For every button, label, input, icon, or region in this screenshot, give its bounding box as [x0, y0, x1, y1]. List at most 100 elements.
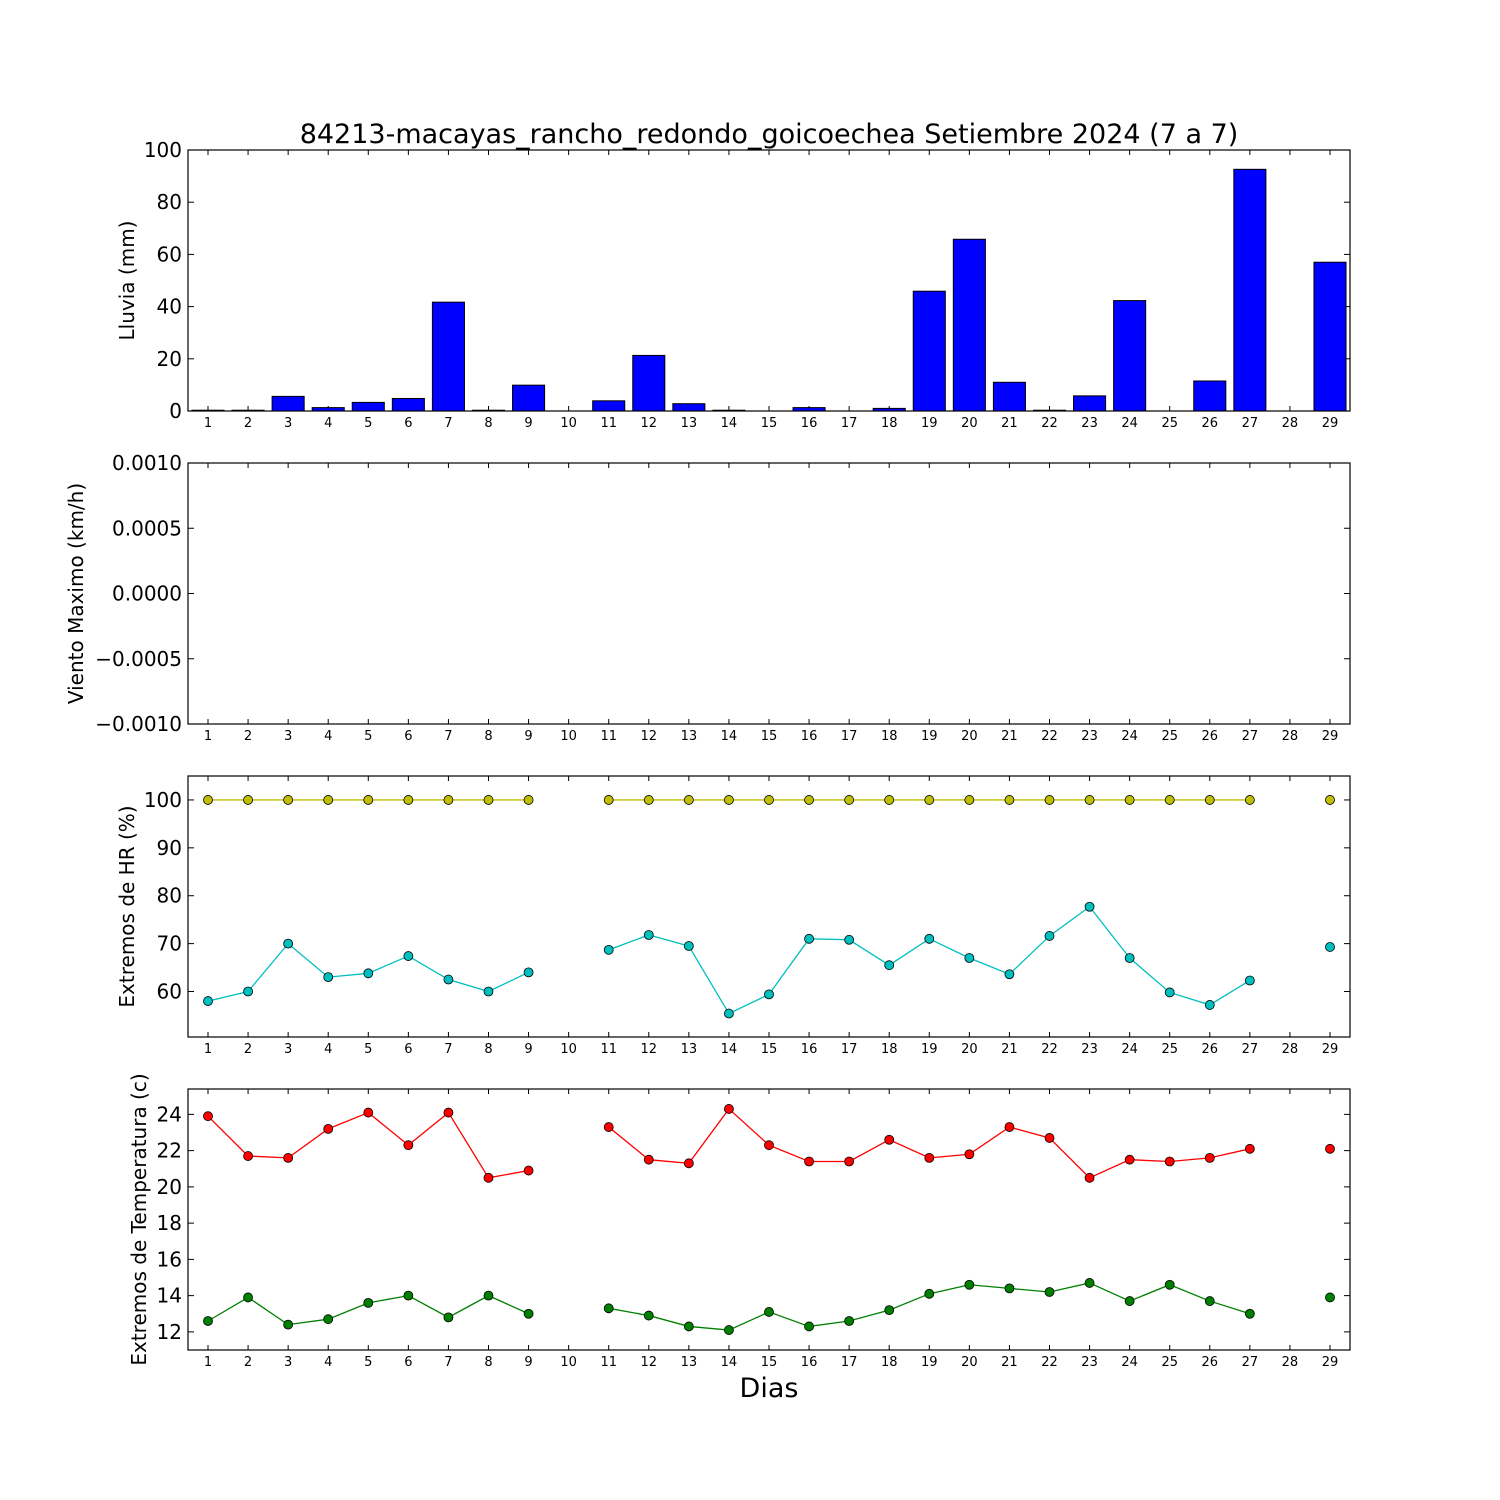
x-tick-label: 12 [641, 416, 658, 431]
data-point [804, 1321, 814, 1332]
data-point [683, 1321, 694, 1332]
x-tick-label: 11 [600, 416, 617, 431]
data-point [1244, 1143, 1255, 1154]
x-tick-label: 3 [284, 729, 292, 744]
x-tick-label: 24 [1121, 1355, 1138, 1370]
x-tick-label: 14 [721, 729, 738, 744]
y-tick-label: 0 [169, 399, 182, 423]
data-point [1164, 795, 1175, 805]
x-tick-label: 9 [524, 416, 532, 431]
data-point [1325, 942, 1335, 952]
x-tick-label: 26 [1202, 729, 1219, 744]
x-tick-label: 6 [404, 1042, 412, 1057]
bar [592, 400, 626, 412]
data-point [1204, 1152, 1215, 1163]
x-tick-label: 28 [1282, 1355, 1299, 1370]
x-tick-label: 18 [881, 1042, 898, 1057]
plot-area [188, 1089, 1350, 1350]
x-tick-label: 8 [484, 729, 492, 744]
x-tick-label: 28 [1282, 416, 1299, 431]
data-point [363, 1297, 374, 1308]
data-point [683, 941, 694, 951]
data-point [243, 1151, 253, 1161]
data-point [764, 795, 774, 805]
data-point [283, 795, 294, 805]
data-point [1244, 795, 1255, 805]
data-point [523, 1308, 534, 1319]
data-point [924, 1152, 935, 1163]
x-tick-label: 6 [404, 416, 412, 431]
x-tick-label: 20 [961, 1355, 978, 1370]
y-tick-label: 80 [157, 884, 182, 908]
data-point [1244, 975, 1255, 986]
y-axis-label: Viento Maximo (km/h) [64, 483, 88, 704]
data-point [1084, 795, 1095, 805]
data-point [203, 795, 213, 805]
data-point [844, 934, 855, 945]
y-tick-label: 22 [157, 1139, 182, 1163]
x-tick-label: 24 [1121, 1042, 1138, 1057]
data-point [523, 1165, 534, 1176]
data-point [483, 1290, 494, 1301]
data-point [483, 795, 494, 805]
data-point [403, 1140, 414, 1151]
x-tick-label: 29 [1322, 1355, 1339, 1370]
data-point [643, 795, 654, 805]
data-point [363, 968, 374, 979]
x-tick-label: 2 [244, 729, 252, 744]
data-point [643, 1310, 654, 1321]
data-point [363, 1107, 374, 1118]
x-tick-label: 14 [721, 416, 738, 431]
plot-area [188, 463, 1350, 724]
data-point [603, 1303, 614, 1314]
x-tick-label: 9 [524, 729, 532, 744]
bar [632, 354, 666, 412]
x-tick-label: 15 [761, 729, 778, 744]
data-point [323, 972, 334, 983]
x-tick-label: 8 [484, 1042, 492, 1057]
x-tick-label: 5 [364, 1042, 372, 1057]
y-tick-label: 18 [157, 1211, 182, 1235]
bar [391, 397, 425, 412]
x-tick-label: 22 [1041, 1042, 1058, 1057]
x-tick-label: 5 [364, 729, 372, 744]
data-point [924, 1288, 935, 1299]
x-tick-label: 1 [204, 416, 212, 431]
data-point [243, 795, 253, 805]
x-tick-label: 10 [560, 1042, 577, 1057]
data-point [203, 996, 213, 1006]
x-tick-label: 2 [244, 416, 252, 431]
data-point [1325, 1143, 1335, 1154]
x-tick-label: 29 [1322, 416, 1339, 431]
x-tick-label: 4 [324, 729, 332, 744]
x-tick-label: 16 [801, 1042, 818, 1057]
x-tick-label: 25 [1161, 1355, 1178, 1370]
bar [672, 403, 706, 412]
data-point [1164, 987, 1175, 998]
x-tick-label: 16 [801, 729, 818, 744]
data-point [443, 1312, 454, 1323]
x-tick-label: 25 [1161, 729, 1178, 744]
y-tick-label: 60 [157, 980, 182, 1004]
data-point [683, 1158, 694, 1169]
data-point [323, 1314, 334, 1325]
x-tick-label: 6 [404, 729, 412, 744]
y-tick-label: 20 [157, 1175, 182, 1199]
y-tick-label: −0.0010 [95, 712, 182, 736]
data-point [964, 1279, 975, 1290]
x-tick-label: 26 [1202, 1042, 1219, 1057]
x-tick-label: 7 [444, 729, 452, 744]
data-point [1084, 1278, 1095, 1288]
x-tick-label: 20 [961, 416, 978, 431]
y-tick-label: 14 [157, 1284, 182, 1308]
y-tick-label: 16 [157, 1247, 182, 1271]
y-axis-label: Lluvia (mm) [115, 221, 139, 341]
x-tick-label: 13 [681, 1355, 698, 1370]
data-point [1124, 1154, 1135, 1165]
bar [1073, 395, 1107, 412]
x-tick-label: 27 [1242, 1042, 1259, 1057]
x-tick-label: 13 [681, 1042, 698, 1057]
